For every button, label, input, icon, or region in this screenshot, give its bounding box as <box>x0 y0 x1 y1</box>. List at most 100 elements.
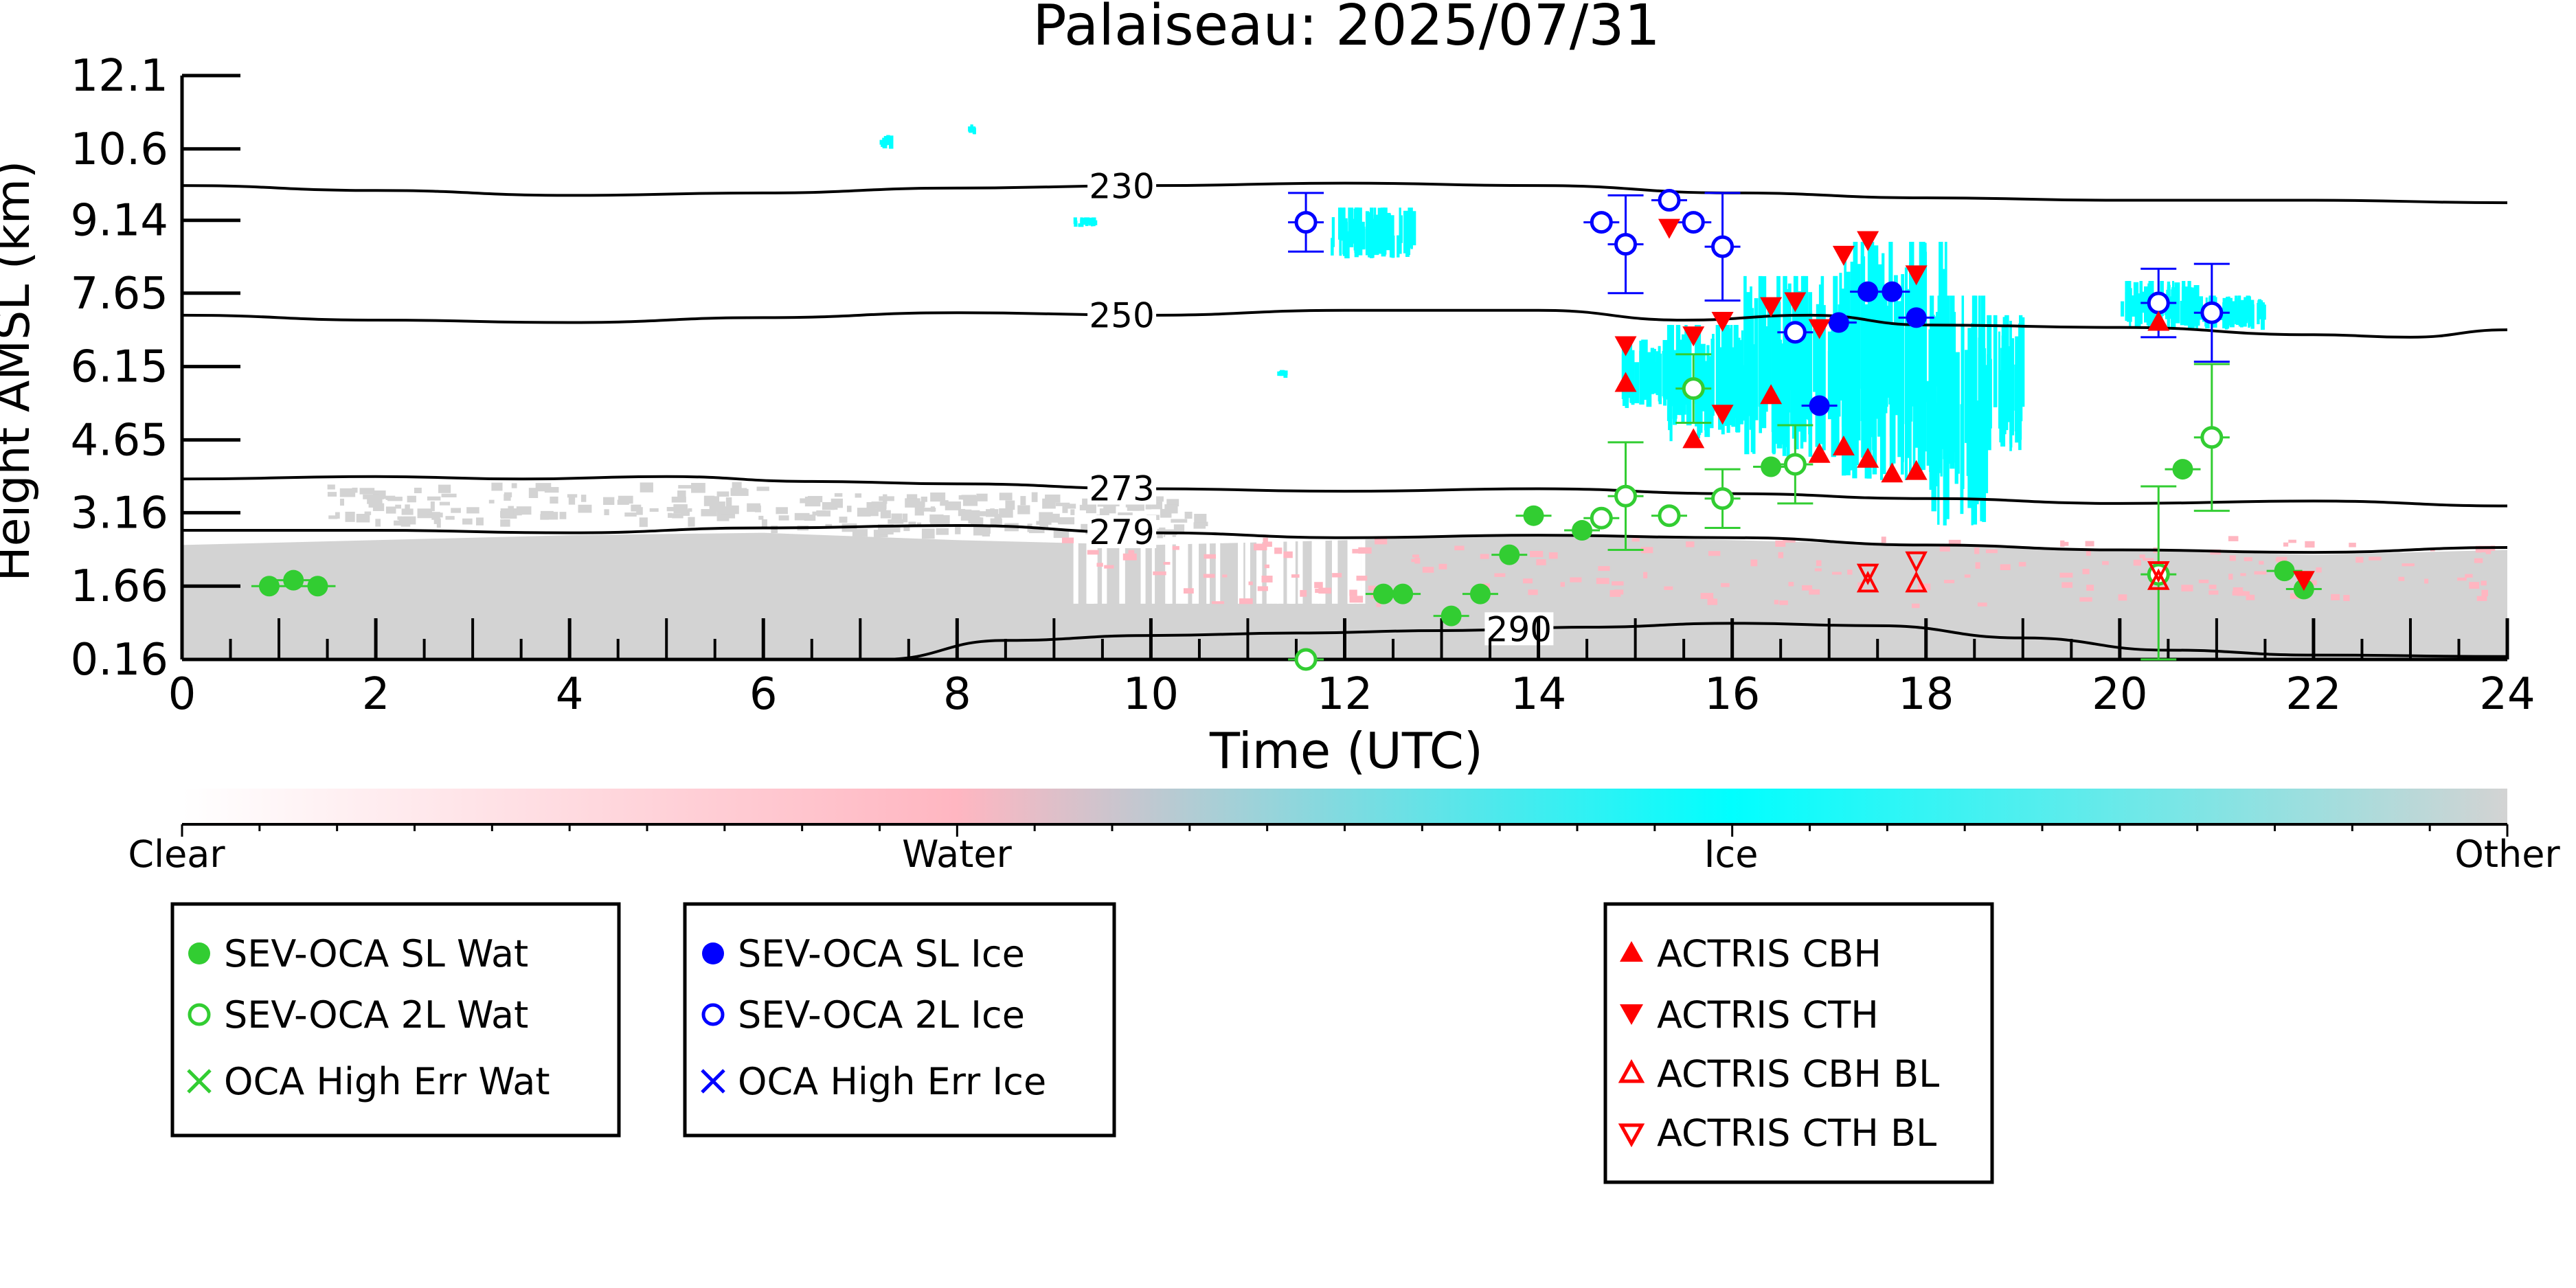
water-trace <box>1368 585 1376 591</box>
water-trace <box>1172 545 1179 550</box>
water-trace <box>1274 547 1283 554</box>
water-trace <box>1087 550 1099 555</box>
aerosol-patch <box>1070 509 1075 515</box>
ice-cloud-streak <box>1339 236 1342 256</box>
water-trace <box>2475 545 2482 553</box>
aerosol-patch <box>936 528 949 535</box>
point-2l-ice <box>1711 235 1735 258</box>
data-gap <box>1182 535 1188 604</box>
point-sl-ice <box>1857 281 1879 302</box>
point-actris-cbh-bl <box>1856 571 1879 593</box>
aerosol-patch <box>407 495 416 503</box>
ice-cloud-streak <box>1386 212 1391 251</box>
colorbar-label-water: Water <box>902 833 1012 876</box>
ice-cloud-streak <box>1813 328 1817 392</box>
ice-cloud-streak <box>1786 300 1790 457</box>
colorbar: Clear Water Ice Other <box>128 789 2560 876</box>
point-actris-cth <box>1711 311 1734 332</box>
point-actris-cbh <box>1682 428 1705 449</box>
water-trace <box>1122 553 1137 561</box>
ice-cloud-streak <box>2244 303 2248 322</box>
water-trace <box>1204 554 1216 559</box>
data-gap <box>1298 535 1303 604</box>
water-trace <box>1153 571 1166 576</box>
ice-cloud-streak <box>1348 207 1354 247</box>
water-trace <box>2476 596 2487 601</box>
aerosol-patch <box>1031 492 1038 502</box>
water-trace <box>1596 578 1609 585</box>
water-trace <box>1263 537 1268 544</box>
water-trace <box>1560 582 1565 587</box>
aerosol-patch <box>678 485 692 489</box>
water-trace <box>1664 586 1673 590</box>
ice-cloud-streak <box>2009 373 2012 444</box>
ice-cloud-streak <box>1631 350 1635 405</box>
water-trace <box>2474 558 2483 563</box>
legend-label-sl-wat: SEV-OCA SL Wat <box>224 932 528 975</box>
aerosol-patch <box>929 514 944 523</box>
ice-cloud-streak <box>1868 280 1873 394</box>
water-trace <box>1598 566 1610 572</box>
contour-label-bg-230 <box>1087 169 1157 203</box>
aerosol-patch <box>973 526 986 536</box>
water-trace <box>1975 562 1980 569</box>
ice-cloud-streak <box>1370 227 1374 258</box>
x-tick-label: 4 <box>556 669 584 720</box>
ice-cloud-streak <box>1998 331 2001 429</box>
contour-label-bg-273 <box>1087 471 1157 505</box>
water-trace <box>1977 602 1987 607</box>
ice-cloud-streak <box>1864 304 1868 479</box>
point-actris-cbh-bl <box>1905 571 1928 593</box>
point-actris-cth <box>1711 405 1734 425</box>
ice-cloud-streak <box>2136 309 2141 327</box>
water-trace <box>2478 545 2492 553</box>
aerosol-patch <box>812 511 829 516</box>
ice-cloud-streak <box>2014 368 2019 431</box>
ice-cloud-streak <box>1708 356 1714 429</box>
ice-cloud-streak <box>1808 292 1813 435</box>
aerosol-patch <box>968 510 980 519</box>
water-trace <box>2240 573 2246 576</box>
water-trace <box>2181 585 2193 591</box>
water-trace <box>2018 562 2026 567</box>
ice-cloud-streak <box>1882 253 1885 396</box>
aerosol-patch <box>438 484 451 493</box>
data-points <box>251 189 2322 671</box>
aerosol-patch <box>511 483 517 488</box>
ice-cloud-streak <box>1074 221 1078 227</box>
water-trace <box>2118 594 2127 601</box>
aerosol-patch <box>771 526 778 534</box>
aerosol-patch <box>395 504 401 509</box>
ice-cloud-streak <box>882 138 888 148</box>
ice-cloud-streak <box>2001 324 2005 405</box>
y-tick-label: 6.15 <box>71 342 169 393</box>
aerosol-patch <box>672 513 683 519</box>
water-trace <box>2349 543 2356 547</box>
aerosol-patch <box>1062 506 1068 513</box>
ice-cloud-streak <box>1712 334 1715 416</box>
point-2l-ice <box>1590 211 1613 234</box>
aerosol-patch <box>1036 521 1052 525</box>
aerosol-patch <box>639 517 648 528</box>
contour-line-279 <box>182 523 2508 554</box>
aerosol-patch <box>508 511 522 516</box>
aerosol-patch <box>920 496 927 502</box>
aerosol-patch <box>778 515 789 521</box>
data-gap <box>1332 535 1338 604</box>
aerosol-patch <box>476 517 484 526</box>
ice-cloud-streak <box>1625 376 1629 408</box>
contour-label-250: 250 <box>1089 295 1154 335</box>
water-trace <box>2465 574 2473 578</box>
ice-cloud-streak <box>1961 324 1965 489</box>
aerosol-patch <box>776 507 788 515</box>
aerosol-patch <box>491 482 503 491</box>
ice-cloud-streak <box>1965 350 1969 443</box>
aerosol-patch <box>500 511 510 518</box>
data-gap <box>1272 535 1279 604</box>
legend-water-box <box>170 902 621 1138</box>
ice-cloud-streak <box>2016 361 2022 440</box>
ice-cloud-streak <box>1374 207 1377 240</box>
water-trace <box>2305 541 2315 548</box>
ice-cloud-streak <box>1877 264 1883 437</box>
water-trace <box>2485 548 2492 554</box>
